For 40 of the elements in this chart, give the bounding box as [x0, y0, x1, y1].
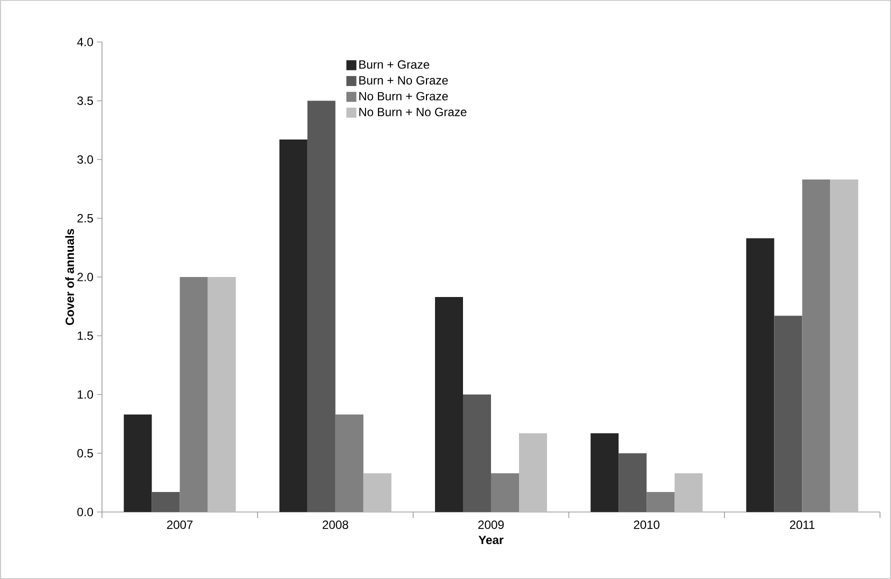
bar: [279, 140, 308, 512]
bar: [208, 276, 236, 512]
y-tick-label: 4.0: [77, 38, 94, 46]
y-tick-label: 3.5: [77, 96, 93, 105]
y-tick-label: 2.5: [77, 214, 93, 222]
bar: [590, 433, 619, 512]
legend-label: Burn + No Graze: [359, 76, 448, 85]
bar: [152, 492, 180, 512]
bar: [519, 433, 548, 512]
y-tick-label: 1.0: [78, 390, 94, 399]
legend-label: No Burn + No Graze: [359, 108, 466, 116]
x-axis-title: Year: [478, 536, 504, 544]
bar: [618, 453, 647, 512]
x-tick-label: 2009: [478, 520, 504, 529]
bar: [335, 414, 364, 512]
x-tick-label: 2007: [167, 520, 192, 529]
bar: [435, 296, 464, 512]
bar: [307, 100, 336, 512]
bar: [180, 276, 208, 512]
bar: [463, 394, 492, 512]
x-tick-label: 2008: [322, 520, 348, 529]
y-tick-label: 0.0: [77, 508, 94, 516]
bar: [491, 473, 520, 512]
y-tick-label: 2.0: [77, 272, 94, 282]
x-tick-label: 2010: [634, 520, 660, 529]
bar: [646, 492, 675, 512]
bar: [363, 473, 392, 512]
legend-label: No Burn + Graze: [359, 92, 448, 100]
x-tick-label: 2011: [790, 520, 814, 529]
y-axis-title: Cover of annuals: [65, 229, 74, 326]
y-tick-label: 3.0: [77, 155, 94, 164]
legend-label: Burn + Graze: [359, 60, 430, 69]
bar: [124, 414, 152, 512]
y-tick-label: 0.5: [77, 449, 93, 458]
bar: [674, 473, 703, 512]
bar: [830, 179, 858, 512]
bar: [802, 179, 830, 512]
bar: [774, 316, 802, 512]
y-tick-label: 1.5: [78, 332, 93, 340]
bar: [746, 238, 774, 512]
